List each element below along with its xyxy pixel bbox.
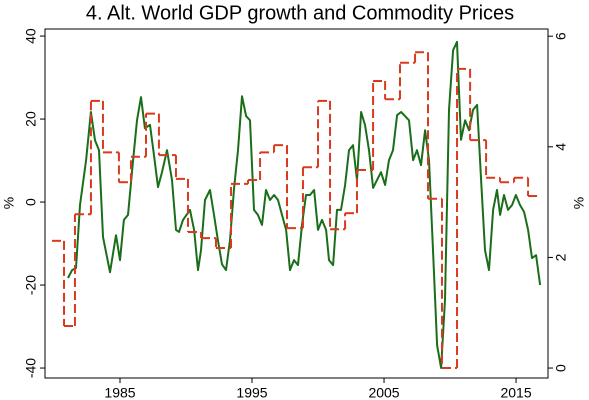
- chart-title: 4. Alt. World GDP growth and Commodity P…: [86, 2, 514, 24]
- x-tick-label: 2005: [368, 385, 399, 400]
- y-axis-label: %: [1, 197, 17, 209]
- y2-tick-label: 6: [553, 32, 569, 40]
- y-tick-label: 40: [23, 28, 39, 44]
- y2-axis-label: %: [571, 197, 587, 209]
- y-tick-label: 0: [23, 198, 39, 206]
- x-tick-label: 1985: [104, 385, 135, 400]
- y2-tick-label: 4: [553, 143, 569, 151]
- series-line: [67, 40, 542, 369]
- x-tick-label: 2015: [500, 385, 531, 400]
- plot-frame: [44, 28, 549, 379]
- x-tick-label: 1995: [236, 385, 267, 400]
- y2-tick-label: 2: [553, 253, 569, 261]
- y-tick-label: 20: [23, 111, 39, 127]
- y-tick-label: -20: [23, 275, 39, 295]
- y-tick-label: -40: [23, 358, 39, 378]
- y2-tick-label: 0: [553, 364, 569, 372]
